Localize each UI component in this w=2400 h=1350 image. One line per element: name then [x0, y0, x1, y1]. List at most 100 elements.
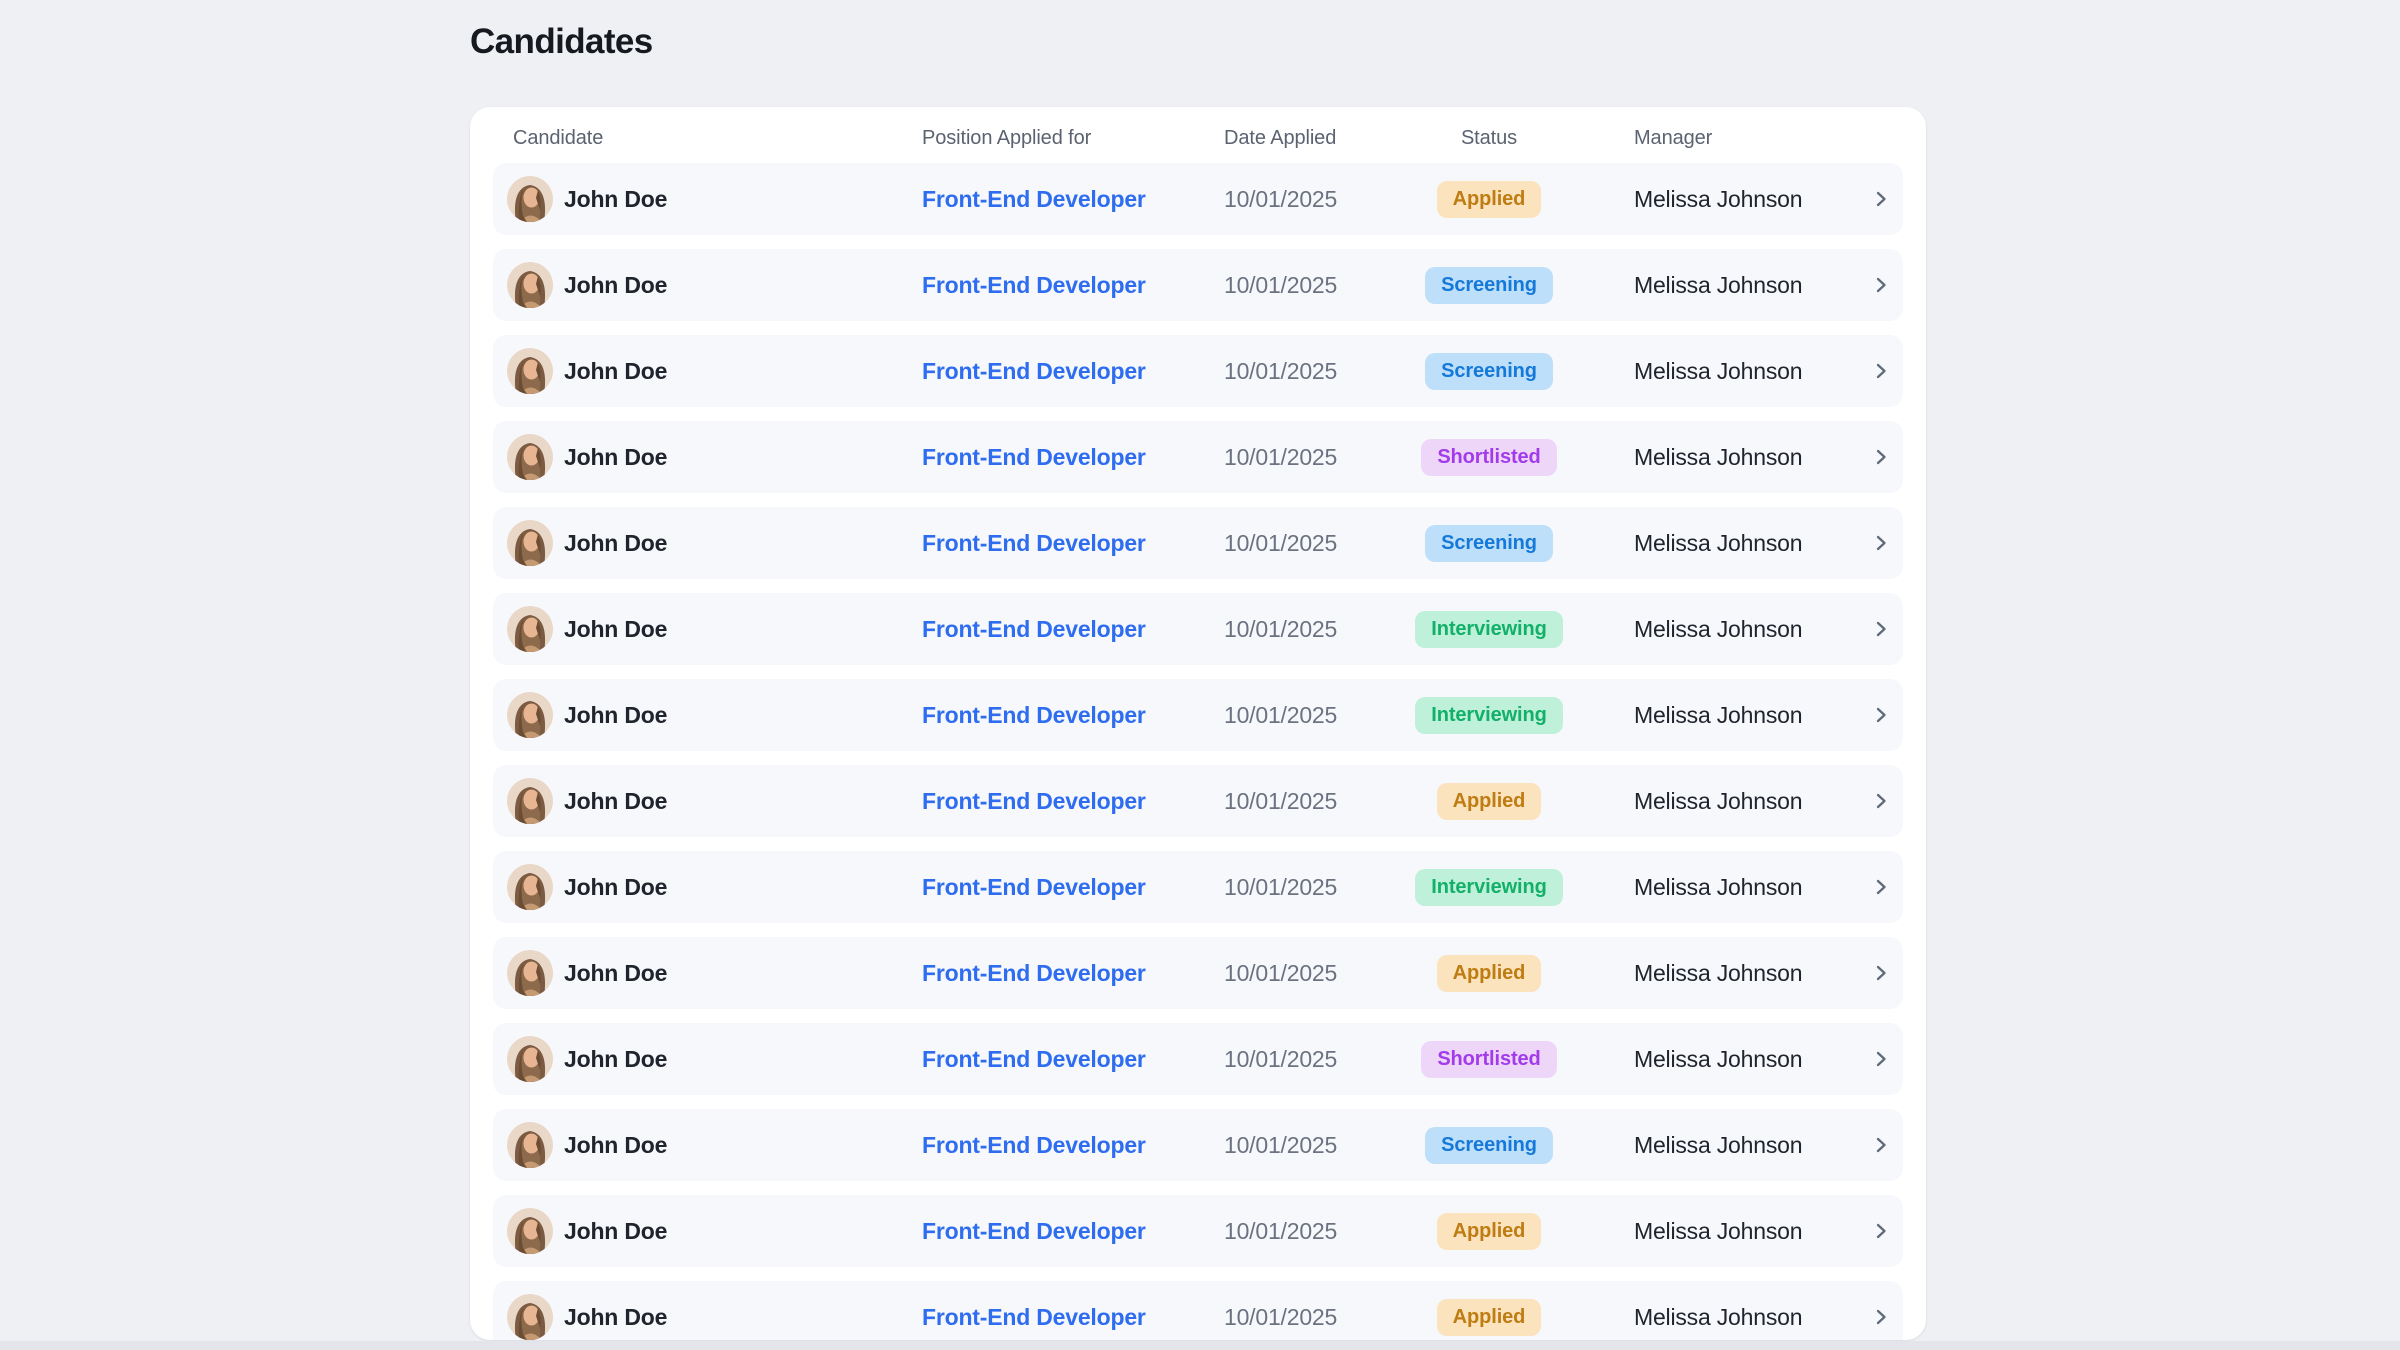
- row-open-button[interactable]: [1859, 275, 1903, 295]
- status-badge: Screening: [1425, 524, 1553, 562]
- candidate-name: John Doe: [564, 271, 668, 298]
- status-badge: Interviewing: [1415, 610, 1563, 648]
- date-applied: 10/01/2025: [1224, 357, 1338, 384]
- candidate-name: John Doe: [564, 185, 668, 212]
- manager-name: Melissa Johnson: [1634, 787, 1803, 814]
- candidate-name: John Doe: [564, 1303, 668, 1330]
- row-open-button[interactable]: [1859, 963, 1903, 983]
- manager-name: Melissa Johnson: [1634, 1045, 1803, 1072]
- position-link[interactable]: Front-End Developer: [922, 615, 1146, 642]
- row-open-button[interactable]: [1859, 1221, 1903, 1241]
- table-row[interactable]: John Doe Front-End Developer 10/01/2025 …: [493, 679, 1903, 751]
- position-link[interactable]: Front-End Developer: [922, 1045, 1146, 1072]
- position-link[interactable]: Front-End Developer: [922, 787, 1146, 814]
- table-row[interactable]: John Doe Front-End Developer 10/01/2025 …: [493, 1195, 1903, 1267]
- candidate-name: John Doe: [564, 443, 668, 470]
- candidate-name: John Doe: [564, 873, 668, 900]
- chevron-right-icon: [1876, 879, 1886, 895]
- row-open-button[interactable]: [1859, 533, 1903, 553]
- chevron-right-icon: [1876, 277, 1886, 293]
- page-title: Candidates: [470, 22, 653, 61]
- row-open-button[interactable]: [1859, 1049, 1903, 1069]
- manager-name: Melissa Johnson: [1634, 271, 1803, 298]
- candidate-avatar: [507, 520, 553, 566]
- table-row[interactable]: John Doe Front-End Developer 10/01/2025 …: [493, 765, 1903, 837]
- candidate-avatar: [507, 1036, 553, 1082]
- table-row[interactable]: John Doe Front-End Developer 10/01/2025 …: [493, 163, 1903, 235]
- row-open-button[interactable]: [1859, 447, 1903, 467]
- position-link[interactable]: Front-End Developer: [922, 873, 1146, 900]
- row-open-button[interactable]: [1859, 619, 1903, 639]
- date-applied: 10/01/2025: [1224, 1303, 1338, 1330]
- position-link[interactable]: Front-End Developer: [922, 959, 1146, 986]
- row-open-button[interactable]: [1859, 1135, 1903, 1155]
- date-applied: 10/01/2025: [1224, 787, 1338, 814]
- candidate-name: John Doe: [564, 701, 668, 728]
- candidate-avatar: [507, 950, 553, 996]
- date-applied: 10/01/2025: [1224, 615, 1338, 642]
- date-applied: 10/01/2025: [1224, 1131, 1338, 1158]
- candidate-name: John Doe: [564, 787, 668, 814]
- position-link[interactable]: Front-End Developer: [922, 701, 1146, 728]
- candidate-avatar: [507, 348, 553, 394]
- chevron-right-icon: [1876, 1309, 1886, 1325]
- row-open-button[interactable]: [1859, 877, 1903, 897]
- candidate-avatar: [507, 262, 553, 308]
- chevron-right-icon: [1876, 363, 1886, 379]
- table-row[interactable]: John Doe Front-End Developer 10/01/2025 …: [493, 507, 1903, 579]
- date-applied: 10/01/2025: [1224, 529, 1338, 556]
- date-applied: 10/01/2025: [1224, 1045, 1338, 1072]
- candidate-name: John Doe: [564, 959, 668, 986]
- chevron-right-icon: [1876, 535, 1886, 551]
- table-row[interactable]: John Doe Front-End Developer 10/01/2025 …: [493, 593, 1903, 665]
- row-open-button[interactable]: [1859, 189, 1903, 209]
- table-row[interactable]: John Doe Front-End Developer 10/01/2025 …: [493, 421, 1903, 493]
- status-badge: Shortlisted: [1421, 1040, 1557, 1078]
- candidate-avatar: [507, 864, 553, 910]
- status-badge: Applied: [1436, 180, 1542, 218]
- position-link[interactable]: Front-End Developer: [922, 1217, 1146, 1244]
- status-badge: Applied: [1436, 782, 1542, 820]
- table-row[interactable]: John Doe Front-End Developer 10/01/2025 …: [493, 937, 1903, 1009]
- chevron-right-icon: [1876, 1137, 1886, 1153]
- row-open-button[interactable]: [1859, 705, 1903, 725]
- manager-name: Melissa Johnson: [1634, 529, 1803, 556]
- manager-name: Melissa Johnson: [1634, 873, 1803, 900]
- candidate-name: John Doe: [564, 1131, 668, 1158]
- manager-name: Melissa Johnson: [1634, 701, 1803, 728]
- position-link[interactable]: Front-End Developer: [922, 1303, 1146, 1330]
- chevron-right-icon: [1876, 621, 1886, 637]
- candidate-avatar: [507, 606, 553, 652]
- manager-name: Melissa Johnson: [1634, 185, 1803, 212]
- manager-name: Melissa Johnson: [1634, 357, 1803, 384]
- date-applied: 10/01/2025: [1224, 701, 1338, 728]
- candidate-avatar: [507, 1208, 553, 1254]
- manager-name: Melissa Johnson: [1634, 1131, 1803, 1158]
- date-applied: 10/01/2025: [1224, 1217, 1338, 1244]
- position-link[interactable]: Front-End Developer: [922, 357, 1146, 384]
- bottom-edge-strip: [0, 1341, 2400, 1350]
- table-row[interactable]: John Doe Front-End Developer 10/01/2025 …: [493, 851, 1903, 923]
- manager-name: Melissa Johnson: [1634, 443, 1803, 470]
- table-row[interactable]: John Doe Front-End Developer 10/01/2025 …: [493, 1023, 1903, 1095]
- position-link[interactable]: Front-End Developer: [922, 1131, 1146, 1158]
- table-header-row: Candidate Position Applied for Date Appl…: [493, 107, 1903, 163]
- candidate-avatar: [507, 778, 553, 824]
- table-row[interactable]: John Doe Front-End Developer 10/01/2025 …: [493, 1109, 1903, 1181]
- row-open-button[interactable]: [1859, 1307, 1903, 1327]
- position-link[interactable]: Front-End Developer: [922, 443, 1146, 470]
- row-open-button[interactable]: [1859, 361, 1903, 381]
- position-link[interactable]: Front-End Developer: [922, 271, 1146, 298]
- status-badge: Applied: [1436, 954, 1542, 992]
- status-badge: Applied: [1436, 1298, 1542, 1336]
- date-applied: 10/01/2025: [1224, 443, 1338, 470]
- candidate-name: John Doe: [564, 357, 668, 384]
- date-applied: 10/01/2025: [1224, 959, 1338, 986]
- row-open-button[interactable]: [1859, 791, 1903, 811]
- status-badge: Screening: [1425, 1126, 1553, 1164]
- table-row[interactable]: John Doe Front-End Developer 10/01/2025 …: [493, 1281, 1903, 1340]
- position-link[interactable]: Front-End Developer: [922, 529, 1146, 556]
- table-row[interactable]: John Doe Front-End Developer 10/01/2025 …: [493, 249, 1903, 321]
- position-link[interactable]: Front-End Developer: [922, 185, 1146, 212]
- table-row[interactable]: John Doe Front-End Developer 10/01/2025 …: [493, 335, 1903, 407]
